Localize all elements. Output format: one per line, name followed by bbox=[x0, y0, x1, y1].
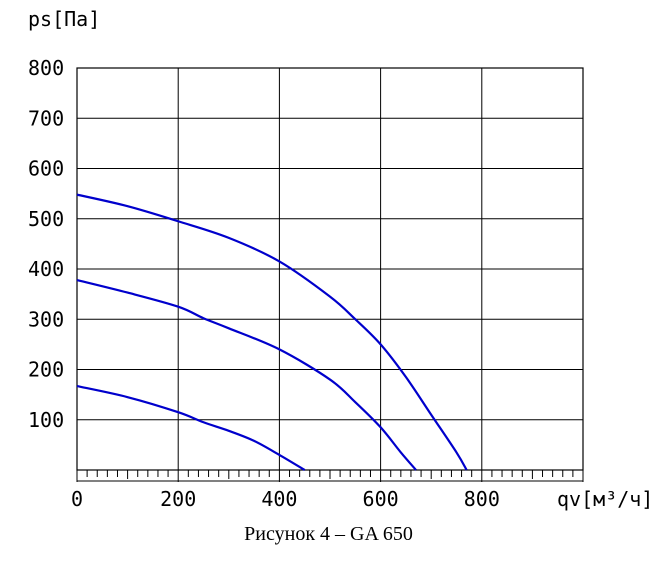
y-tick-label: 100 bbox=[28, 408, 64, 432]
chart: ps[Па] qv[м³/ч] 0 200 400 600 800 100 200 300 40… bbox=[28, 7, 653, 511]
x-tick-label: 800 bbox=[464, 487, 500, 511]
y-axis-label: ps[Па] bbox=[28, 7, 100, 31]
y-tick-label: 400 bbox=[28, 257, 64, 281]
x-tick-label: 400 bbox=[261, 487, 297, 511]
x-tick-label: 200 bbox=[160, 487, 196, 511]
chart-grid bbox=[76, 67, 584, 471]
figure-caption: Рисунок 4 – GA 650 bbox=[244, 523, 413, 545]
y-tick-label: 300 bbox=[28, 307, 64, 331]
x-tick-label: 0 bbox=[71, 487, 83, 511]
y-tick-label: 700 bbox=[28, 106, 64, 130]
series-line-3 bbox=[76, 385, 306, 471]
x-tick-label: 600 bbox=[363, 487, 399, 511]
series-line-2 bbox=[76, 278, 417, 471]
y-tick-label: 800 bbox=[28, 56, 64, 80]
chart-labels: ps[Па] qv[м³/ч] 0 200 400 600 800 100 200 300 40… bbox=[28, 7, 653, 511]
series-line-1 bbox=[76, 193, 468, 471]
y-tick-label: 200 bbox=[28, 358, 64, 382]
y-tick-label: 500 bbox=[28, 207, 64, 231]
chart-series bbox=[76, 193, 468, 471]
x-minor-ticks bbox=[76, 470, 584, 482]
x-axis-label: qv[м³/ч] bbox=[557, 487, 653, 511]
y-tick-label: 600 bbox=[28, 157, 64, 181]
